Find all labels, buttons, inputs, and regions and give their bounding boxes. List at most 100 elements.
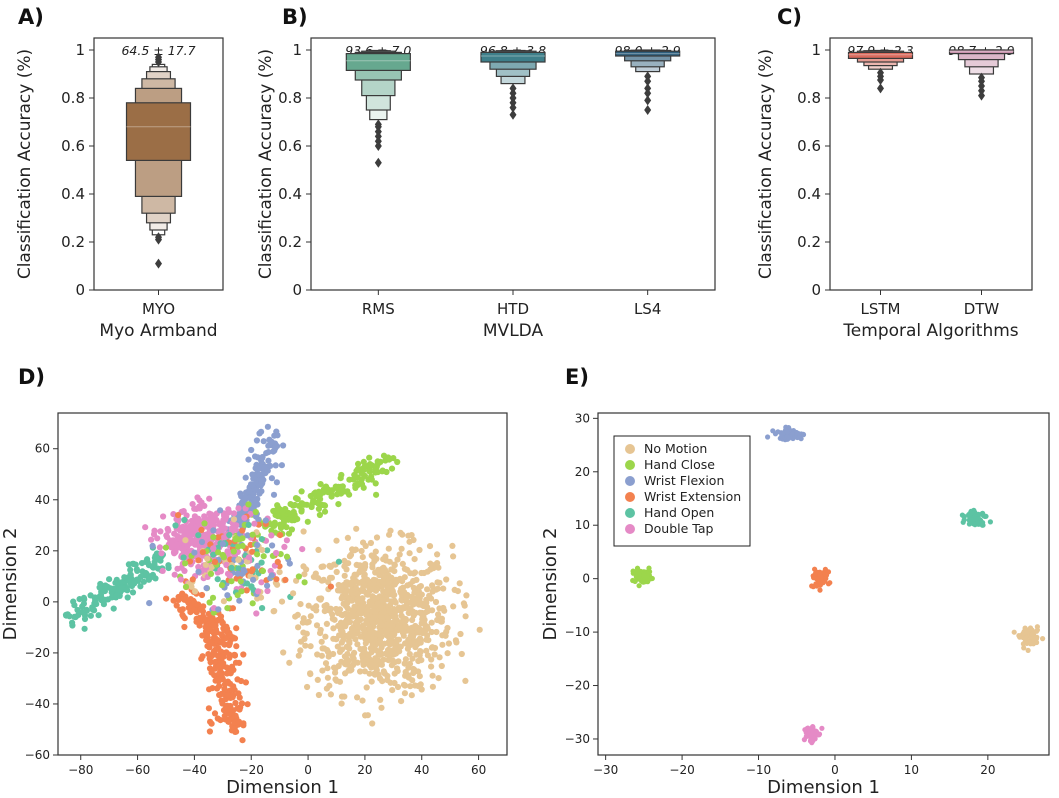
scatter-point [163, 532, 170, 539]
scatter-point [206, 728, 213, 735]
scatter-point [632, 578, 638, 584]
x-tick-label: −10 [746, 763, 771, 777]
scatter-point [209, 516, 216, 523]
scatter-point [370, 607, 377, 614]
scatter-point [346, 553, 353, 560]
y-tick-label: 0.8 [797, 89, 821, 107]
scatter-point [268, 475, 275, 482]
scatter-point [330, 650, 337, 658]
scatter-point [419, 616, 426, 623]
scatter-point [298, 501, 305, 508]
scatter-point [253, 437, 260, 444]
scatter-point [188, 583, 195, 590]
x-tick-label: −20 [239, 763, 264, 777]
scatter-point [426, 543, 434, 550]
scatter-point [406, 550, 413, 557]
scatter-point [330, 625, 337, 632]
scatter-point [152, 575, 159, 582]
scatter-point [373, 491, 380, 498]
outlier-point [877, 75, 884, 85]
panel-label-c: C) [777, 5, 802, 29]
accuracy-annotation: 64.5 ± 17.7 [121, 43, 195, 58]
outlier-point [509, 109, 517, 120]
panel-a: 0 0.2 0.4 0.6 0.8 1 Classification Accuracy (%… [15, 37, 224, 341]
scatter-point [258, 488, 265, 495]
scatter-point [422, 609, 430, 616]
scatter-point [274, 581, 281, 588]
scatter-point [318, 595, 325, 602]
boxen-box [345, 52, 411, 71]
scatter-point [97, 580, 104, 588]
x-tick-label: LS4 [634, 300, 661, 318]
scatter-point [206, 599, 213, 606]
y-axis-label: Dimension 2 [0, 528, 21, 641]
scatter-point [636, 583, 642, 589]
scatter-point [366, 587, 373, 594]
scatter-point [416, 673, 423, 680]
scatter-point [239, 737, 246, 744]
scatter-point [406, 651, 413, 658]
scatter-point [235, 543, 242, 550]
scatter-point [435, 611, 442, 618]
scatter-point [230, 548, 237, 555]
y-tick-label: 1 [811, 41, 821, 59]
scatter-point [227, 680, 234, 687]
scatter-point [333, 537, 340, 544]
scatter-point [344, 534, 351, 542]
scatter-points [630, 424, 1046, 746]
scatter-point [975, 511, 982, 517]
outlier-point [978, 90, 985, 101]
scatter-point [249, 531, 256, 538]
scatter-point [450, 603, 457, 610]
scatter-point [385, 615, 392, 622]
scatter-point [406, 627, 413, 634]
y-tick-label: 0.6 [797, 137, 821, 155]
scatter-point [383, 557, 390, 564]
scatter-point [229, 605, 236, 612]
scatter-point [366, 454, 373, 461]
scatter-point [215, 663, 222, 670]
x-axis-label: Myo Armband [99, 321, 217, 341]
scatter-point [427, 560, 434, 567]
scatter-point [338, 658, 345, 665]
scatter-point [380, 452, 388, 459]
legend-marker [625, 444, 635, 454]
scatter-point [230, 516, 238, 523]
scatter-point [218, 639, 225, 646]
scatter-point [235, 718, 243, 725]
scatter-point [274, 558, 281, 566]
scatter-point [236, 597, 243, 604]
scatter-point [228, 578, 235, 585]
scatter-point [295, 652, 302, 659]
scatter-point [217, 507, 224, 514]
scatter-point [351, 571, 358, 578]
scatter-point [333, 568, 340, 576]
x-tick-label: 0 [304, 763, 312, 777]
scatter-point [413, 576, 420, 584]
panel-b: 0 0.2 0.4 0.6 0.8 1 Classification Accuracy (%… [256, 37, 716, 341]
scatter-point [384, 588, 391, 596]
scatter-point [172, 522, 179, 529]
scatter-point [1025, 647, 1031, 654]
scatter-point [283, 537, 290, 544]
scatter-point [361, 472, 368, 479]
scatter-point [159, 567, 166, 575]
scatter-point [372, 663, 379, 670]
scatter-point [239, 570, 246, 577]
scatter-point [386, 607, 393, 614]
scatter-point [379, 578, 386, 585]
scatter-point [193, 615, 200, 622]
scatter-point [331, 664, 338, 671]
scatter-point [438, 662, 445, 670]
scatter-point [410, 570, 417, 577]
y-tick-label: 0.2 [61, 233, 85, 251]
outlier-point [509, 102, 517, 113]
scatter-point [329, 611, 336, 618]
scatter-point [349, 633, 356, 640]
scatter-point [398, 612, 405, 619]
scatter-point [184, 598, 191, 605]
scatter-point [305, 602, 312, 609]
scatter-point [224, 605, 231, 612]
scatter-point [641, 572, 647, 578]
scatter-point [207, 570, 215, 578]
